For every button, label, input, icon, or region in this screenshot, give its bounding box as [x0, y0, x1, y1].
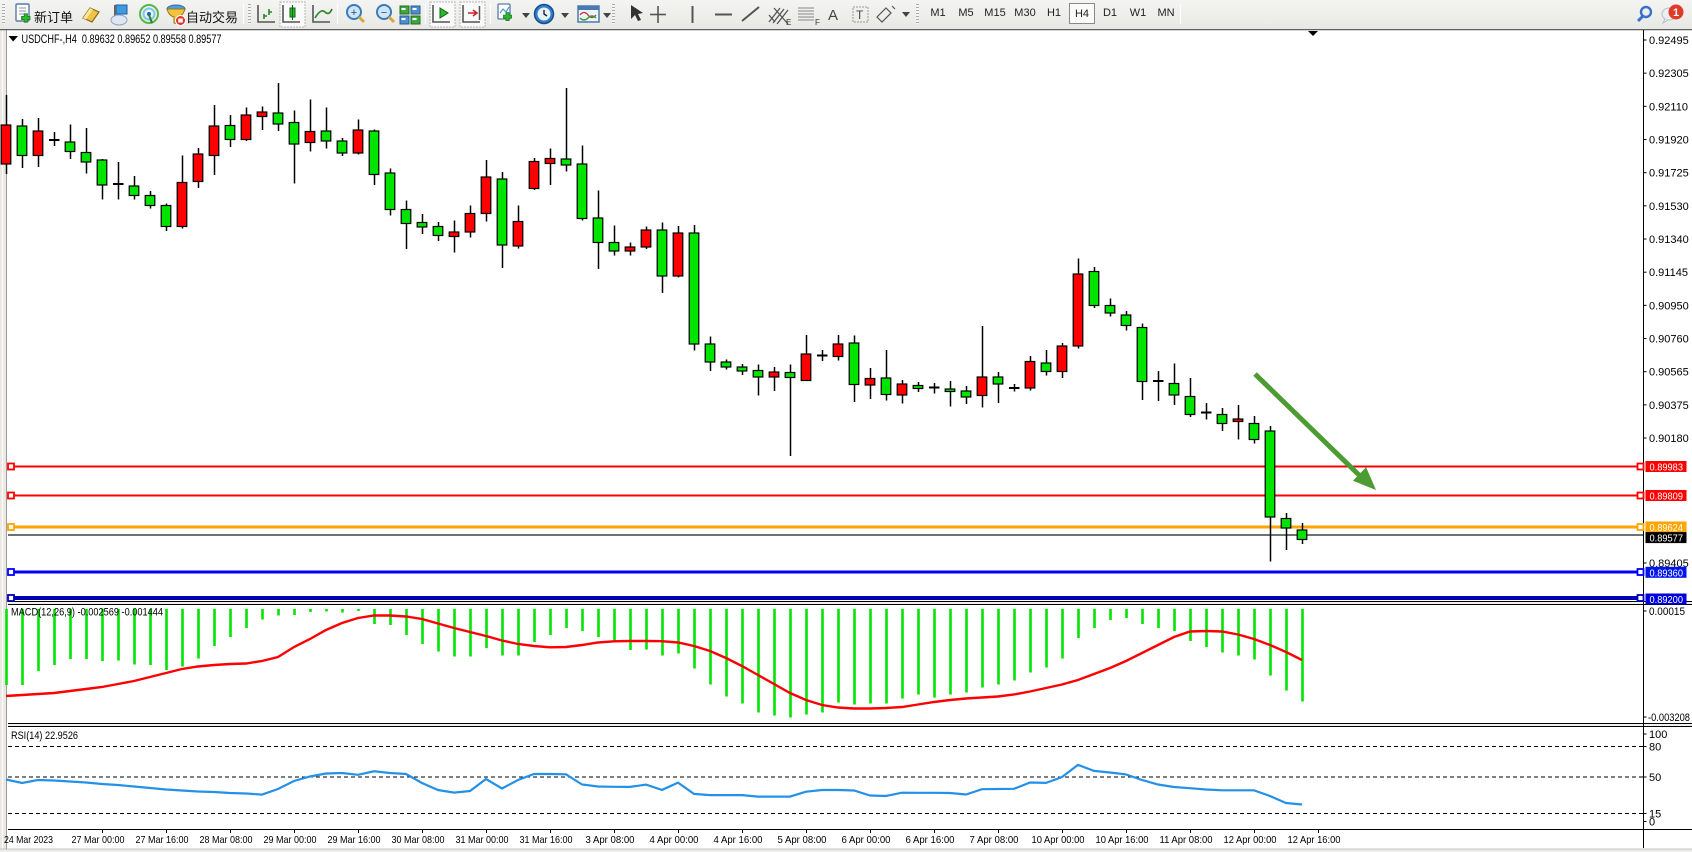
svg-text:0.89360: 0.89360 [1650, 567, 1684, 579]
svg-text:0.89809: 0.89809 [1650, 491, 1684, 503]
svg-text:31 Mar 00:00: 31 Mar 00:00 [456, 834, 509, 846]
svg-text:F: F [815, 18, 820, 27]
svg-text:7 Apr 08:00: 7 Apr 08:00 [970, 834, 1019, 846]
svg-text:0.89983: 0.89983 [1650, 462, 1684, 474]
svg-text:11 Apr 08:00: 11 Apr 08:00 [1160, 834, 1213, 846]
svg-text:100: 100 [1649, 729, 1667, 741]
svg-text:T: T [856, 8, 864, 22]
svg-text:31 Mar 16:00: 31 Mar 16:00 [520, 834, 573, 846]
svg-text:0.90565: 0.90565 [1649, 367, 1689, 379]
svg-text:0.90760: 0.90760 [1649, 334, 1689, 346]
svg-text:50: 50 [1649, 772, 1661, 784]
svg-text:0.89577: 0.89577 [1650, 533, 1684, 545]
svg-text:6 Apr 00:00: 6 Apr 00:00 [842, 834, 891, 846]
svg-text:A: A [828, 7, 838, 24]
svg-text:0.91725: 0.91725 [1649, 168, 1689, 180]
svg-text:15: 15 [1649, 809, 1661, 821]
svg-text:0.92110: 0.92110 [1649, 101, 1688, 113]
svg-text:4 Apr 16:00: 4 Apr 16:00 [714, 834, 763, 846]
svg-text:27 Mar 16:00: 27 Mar 16:00 [136, 834, 189, 846]
svg-text:4 Apr 00:00: 4 Apr 00:00 [650, 834, 699, 846]
svg-text:12 Apr 16:00: 12 Apr 16:00 [1288, 834, 1341, 846]
svg-text:RSI(14) 22.9526: RSI(14) 22.9526 [11, 730, 78, 742]
svg-text:0.90375: 0.90375 [1649, 400, 1689, 412]
svg-text:10 Apr 00:00: 10 Apr 00:00 [1032, 834, 1085, 846]
svg-text:12 Apr 00:00: 12 Apr 00:00 [1224, 834, 1277, 846]
svg-text:0.92495: 0.92495 [1649, 35, 1689, 47]
svg-text:80: 80 [1649, 742, 1661, 754]
svg-text:0.00015: 0.00015 [1649, 606, 1685, 618]
svg-text:3 Apr 08:00: 3 Apr 08:00 [586, 834, 635, 846]
svg-text:27 Mar 00:00: 27 Mar 00:00 [72, 834, 125, 846]
svg-text:0.92305: 0.92305 [1649, 68, 1689, 80]
svg-text:30 Mar 08:00: 30 Mar 08:00 [392, 834, 445, 846]
svg-text:29 Mar 00:00: 29 Mar 00:00 [264, 834, 317, 846]
svg-text:0.91145: 0.91145 [1649, 267, 1688, 279]
svg-text:1: 1 [1673, 7, 1679, 19]
svg-text:0.89200: 0.89200 [1650, 594, 1684, 606]
svg-text:0.90180: 0.90180 [1649, 433, 1689, 445]
svg-text:0.91920: 0.91920 [1649, 135, 1689, 147]
svg-text:E: E [786, 18, 791, 27]
svg-text:+: + [351, 7, 357, 19]
svg-text:6 Apr 16:00: 6 Apr 16:00 [906, 834, 955, 846]
svg-text:29 Mar 16:00: 29 Mar 16:00 [328, 834, 381, 846]
svg-text:−: − [381, 7, 387, 19]
svg-text:0: 0 [1649, 817, 1655, 829]
svg-text:0.89624: 0.89624 [1650, 522, 1684, 534]
svg-text:10 Apr 16:00: 10 Apr 16:00 [1096, 834, 1149, 846]
svg-text:0.91530: 0.91530 [1649, 201, 1689, 213]
svg-text:USDCHF-,H4 0.89632 0.89652 0.: USDCHF-,H4 0.89632 0.89652 0.89558 0.895… [22, 32, 222, 46]
svg-text:0.90950: 0.90950 [1649, 300, 1689, 312]
svg-text:-0.003208: -0.003208 [1648, 712, 1690, 724]
svg-text:24 Mar 2023: 24 Mar 2023 [4, 834, 53, 846]
svg-text:28 Mar 08:00: 28 Mar 08:00 [200, 834, 253, 846]
svg-text:MACD(12,26,9) -0.002569 -0.001: MACD(12,26,9) -0.002569 -0.001444 [11, 607, 163, 619]
svg-text:5 Apr 08:00: 5 Apr 08:00 [778, 834, 827, 846]
svg-text:0.91340: 0.91340 [1649, 234, 1689, 246]
